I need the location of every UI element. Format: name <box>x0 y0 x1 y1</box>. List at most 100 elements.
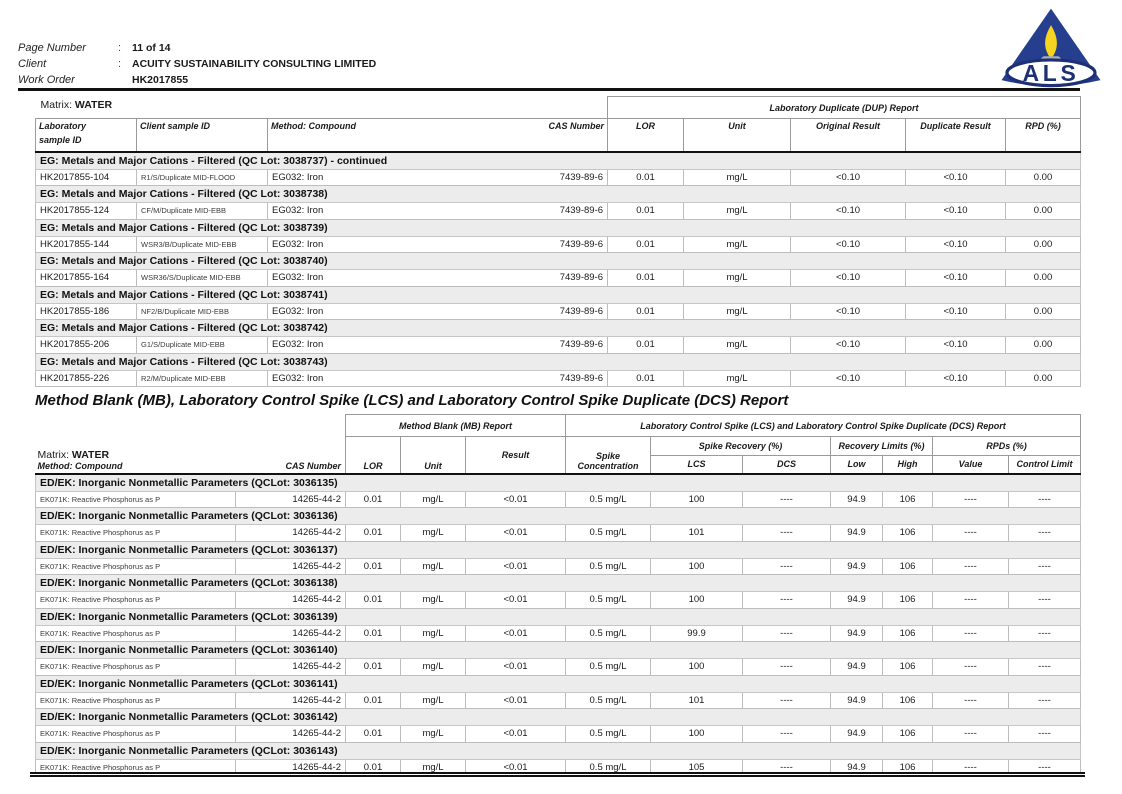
qc-lot-section-title: EG: Metals and Major Cations - Filtered … <box>35 285 1081 304</box>
cell-duplicate-result: <0.10 <box>905 336 1006 354</box>
cell-method-compound: EG032: Iron <box>267 369 516 387</box>
cell-spike-concentration: 0.5 mg/L <box>565 758 651 776</box>
cell-cas-number: 14265-44-2 <box>235 490 346 508</box>
qc-lot-section-title: EG: Metals and Major Cations - Filtered … <box>35 252 1081 270</box>
cell-duplicate-result: <0.10 <box>905 369 1006 387</box>
cell-control-limit: ---- <box>1008 557 1081 575</box>
cell-original-result: <0.10 <box>790 168 906 186</box>
recovery-limits-group-header: Recovery Limits (%) <box>830 436 933 456</box>
qc-lot-section-row: EG: Metals and Major Cations - Filtered … <box>35 151 1081 170</box>
cell-lab-sample-id: HK2017855-144 <box>35 235 137 253</box>
qc-lot-section-title: ED/EK: Inorganic Nonmetallic Parameters … <box>35 708 1081 726</box>
cell-rpd: 0.00 <box>1005 302 1081 320</box>
cell-lcs: 100 <box>650 725 743 743</box>
dup-group-header-row: Matrix: WATER Laboratory Duplicate (DUP)… <box>35 96 1081 119</box>
col-value: Value <box>932 455 1009 475</box>
cell-lcs: 100 <box>650 490 743 508</box>
cell-result: <0.01 <box>465 557 566 575</box>
cell-cas-number: 7439-89-6 <box>515 235 608 253</box>
col-lor: LOR <box>607 118 684 153</box>
cell-cas-number: 14265-44-2 <box>235 524 346 542</box>
cell-dcs: ---- <box>742 758 831 776</box>
cell-low: 94.9 <box>830 725 883 743</box>
cell-unit: mg/L <box>400 591 466 609</box>
cell-method-compound: EK071K: Reactive Phosphorus as P <box>35 591 236 609</box>
cell-client-sample-id: WSR36/S/Duplicate MID-EBB <box>136 269 268 287</box>
qc-lot-section-row: ED/EK: Inorganic Nonmetallic Parameters … <box>35 641 1081 659</box>
result-row: EK071K: Reactive Phosphorus as P 14265-44… <box>35 725 1081 743</box>
cell-lor: 0.01 <box>345 591 401 609</box>
qc-lot-section-row: EG: Metals and Major Cations - Filtered … <box>35 252 1081 270</box>
cell-control-limit: ---- <box>1008 725 1081 743</box>
cell-original-result: <0.10 <box>790 369 906 387</box>
cell-high: 106 <box>882 624 933 642</box>
page-bottom-divider <box>30 772 1085 777</box>
mb-report-table-container: Matrix: WATER Method: Compound CAS Numbe… <box>35 414 1081 776</box>
cell-control-limit: ---- <box>1008 490 1081 508</box>
cell-control-limit: ---- <box>1008 624 1081 642</box>
cell-duplicate-result: <0.10 <box>905 302 1006 320</box>
qc-lot-section-title: ED/EK: Inorganic Nonmetallic Parameters … <box>35 607 1081 626</box>
cell-result: <0.01 <box>465 691 566 709</box>
cell-dcs: ---- <box>742 557 831 575</box>
cell-unit: mg/L <box>400 658 466 676</box>
cell-result: <0.01 <box>465 658 566 676</box>
col-rpd: RPD (%) <box>1005 118 1081 153</box>
cell-client-sample-id: CF/M/Duplicate MID-EBB <box>136 202 268 220</box>
cell-duplicate-result: <0.10 <box>905 235 1006 253</box>
cell-unit: mg/L <box>400 725 466 743</box>
cell-value: ---- <box>932 624 1009 642</box>
col-low: Low <box>830 455 883 475</box>
result-row: HK2017855-226 R2/M/Duplicate MID-EBB EG032… <box>35 369 1081 387</box>
cell-lor: 0.01 <box>345 725 401 743</box>
qc-lot-section-title: ED/EK: Inorganic Nonmetallic Parameters … <box>35 574 1081 592</box>
cell-control-limit: ---- <box>1008 691 1081 709</box>
cell-unit: mg/L <box>400 624 466 642</box>
qc-lot-section-title: ED/EK: Inorganic Nonmetallic Parameters … <box>35 641 1081 659</box>
cell-low: 94.9 <box>830 691 883 709</box>
result-row: HK2017855-186 NF2/B/Duplicate MID-EBB EG03… <box>35 302 1081 320</box>
col-cas-number: CAS Number <box>285 460 341 471</box>
col-spike-concentration: Spike Concentration <box>565 436 651 475</box>
cell-lor: 0.01 <box>345 557 401 575</box>
cell-original-result: <0.10 <box>790 336 906 354</box>
cell-dcs: ---- <box>742 725 831 743</box>
cell-spike-concentration: 0.5 mg/L <box>565 490 651 508</box>
dup-column-header-row: Laboratory sample ID Client sample ID Me… <box>35 118 1081 153</box>
qc-lot-section-row: EG: Metals and Major Cations - Filtered … <box>35 185 1081 203</box>
cell-high: 106 <box>882 557 933 575</box>
result-row: EK071K: Reactive Phosphorus as P 14265-44… <box>35 557 1081 575</box>
cell-method-compound: EG032: Iron <box>267 168 516 186</box>
col-high: High <box>882 455 933 475</box>
cell-spike-concentration: 0.5 mg/L <box>565 591 651 609</box>
cell-lcs: 100 <box>650 557 743 575</box>
cell-method-compound: EG032: Iron <box>267 235 516 253</box>
qc-lot-section-row: EG: Metals and Major Cations - Filtered … <box>35 285 1081 304</box>
qc-lot-section-row: ED/EK: Inorganic Nonmetallic Parameters … <box>35 741 1081 760</box>
qc-lot-section-row: ED/EK: Inorganic Nonmetallic Parameters … <box>35 473 1081 492</box>
cell-client-sample-id: R1/S/Duplicate MID-FLOOD <box>136 168 268 186</box>
cell-cas-number: 14265-44-2 <box>235 591 346 609</box>
result-row: EK071K: Reactive Phosphorus as P 14265-44… <box>35 591 1081 609</box>
cell-method-compound: EG032: Iron <box>267 302 516 320</box>
cell-high: 106 <box>882 758 933 776</box>
cell-result: <0.01 <box>465 490 566 508</box>
mb-subgroup-header-row: LOR Unit Result Spike Concentration Spik… <box>36 436 1081 475</box>
cell-low: 94.9 <box>830 557 883 575</box>
page-number-row: Page Number : 11 of 14 <box>18 40 718 56</box>
cell-method-compound: EG032: Iron <box>267 336 516 354</box>
dup-report-group-header: Laboratory Duplicate (DUP) Report <box>607 96 1081 119</box>
cell-client-sample-id: WSR3/B/Duplicate MID-EBB <box>136 235 268 253</box>
cell-duplicate-result: <0.10 <box>905 168 1006 186</box>
col-cas-number: CAS Number <box>515 118 608 153</box>
qc-lot-section-title: EG: Metals and Major Cations - Filtered … <box>35 319 1081 337</box>
cell-lor: 0.01 <box>607 235 684 253</box>
cell-lor: 0.01 <box>345 758 401 776</box>
col-dcs: DCS <box>742 455 831 475</box>
cell-result: <0.01 <box>465 624 566 642</box>
cell-unit: mg/L <box>683 168 791 186</box>
cell-value: ---- <box>932 691 1009 709</box>
cell-result: <0.01 <box>465 591 566 609</box>
cell-lab-sample-id: HK2017855-164 <box>35 269 137 287</box>
cell-duplicate-result: <0.10 <box>905 202 1006 220</box>
